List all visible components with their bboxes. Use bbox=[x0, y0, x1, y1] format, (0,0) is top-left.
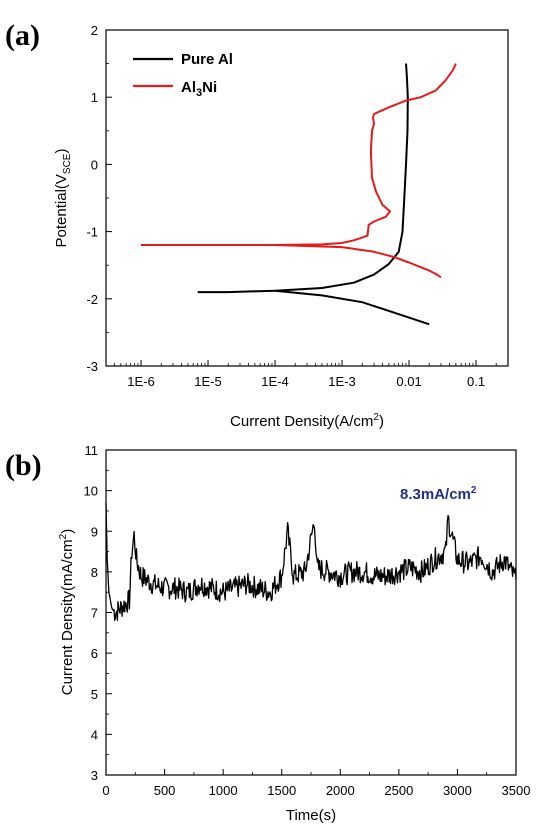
panel-b-x-tick-label: 0 bbox=[102, 783, 109, 798]
panel-a-y-tick-label: 2 bbox=[91, 23, 98, 38]
panel-a-y-tick-label: -1 bbox=[86, 225, 98, 240]
legend-label-pure-al: Pure Al bbox=[181, 51, 233, 68]
panel-b-y-tick-label: 9 bbox=[91, 524, 98, 539]
panel-b-y-tick-label: 7 bbox=[91, 606, 98, 621]
panel-b-y-axis-title: Current Density(mA/cm2) bbox=[58, 529, 76, 695]
panel-b-y-tick-label: 10 bbox=[84, 484, 98, 499]
panel-b-label: (b) bbox=[5, 449, 42, 482]
panel-b-y-tick-label: 3 bbox=[91, 768, 98, 783]
series-pure-al-anodic-line bbox=[197, 63, 409, 294]
panel-b-y-tick-label: 4 bbox=[91, 727, 98, 742]
panel-a-plot-frame bbox=[105, 29, 509, 367]
panel-b-x-tick-label: 2000 bbox=[326, 783, 355, 798]
panel-a-y-tick-label: 1 bbox=[91, 90, 98, 105]
panel-a-label: (a) bbox=[5, 19, 40, 52]
panel-b-y-tick-label: 11 bbox=[85, 443, 99, 458]
panel-a-x-tick-label: 0.1 bbox=[467, 374, 485, 389]
panel-a-x-tick-label: 1E-4 bbox=[261, 374, 288, 389]
panel-b-x-axis-title: Time(s) bbox=[286, 807, 336, 824]
panel-b-y-tick-label: 5 bbox=[91, 687, 98, 702]
series-pure-al-cathodic-line bbox=[274, 289, 430, 326]
panel-a-ticks: 1E-6 1E-5 1E-4 1E-3 0.01 0.1 -3 -2 -1 0 1 2 bbox=[86, 23, 497, 389]
series-al3ni-cathodic-line bbox=[274, 244, 442, 279]
panel-a-x-tick-label: 0.01 bbox=[396, 374, 421, 389]
panel-b-x-tick-label: 2500 bbox=[384, 783, 413, 798]
panel-a-y-axis-title: Potential(VSCE) bbox=[53, 149, 73, 248]
panel-b-x-tick-label: 500 bbox=[154, 783, 176, 798]
panel-b-ticks: 0 500 1000 1500 2000 2500 3000 3500 3 4 5 6 7 8 9 10 11 bbox=[84, 443, 531, 798]
panel-a-x-tick-label: 1E-6 bbox=[127, 374, 154, 389]
panel-b-x-tick-label: 1500 bbox=[267, 783, 296, 798]
panel-a-y-tick-label: 0 bbox=[91, 157, 98, 172]
panel-a-x-tick-label: 1E-3 bbox=[328, 374, 355, 389]
series-current-density-line bbox=[105, 502, 517, 621]
panel-b-y-tick-label: 8 bbox=[91, 565, 98, 580]
panel-a-y-tick-label: -2 bbox=[86, 292, 98, 307]
panel-b-x-tick-label: 3500 bbox=[502, 783, 531, 798]
panel-a-series bbox=[141, 63, 457, 326]
panel-a-x-tick-label: 1E-5 bbox=[194, 374, 221, 389]
panel-b-x-tick-label: 3000 bbox=[443, 783, 472, 798]
panel-a-x-axis-title: Current Density(A/cm2) bbox=[230, 412, 384, 430]
series-al3ni-anodic-line bbox=[141, 63, 457, 246]
panel-a-y-tick-label: -3 bbox=[86, 359, 98, 374]
panel-b-x-tick-label: 1000 bbox=[209, 783, 238, 798]
panel-b-y-tick-label: 6 bbox=[91, 646, 98, 661]
legend-label-al3ni: Al3Ni bbox=[181, 79, 217, 99]
panel-b-annotation: 8.3mA/cm2 bbox=[400, 485, 477, 503]
panel-b-series bbox=[105, 502, 517, 621]
